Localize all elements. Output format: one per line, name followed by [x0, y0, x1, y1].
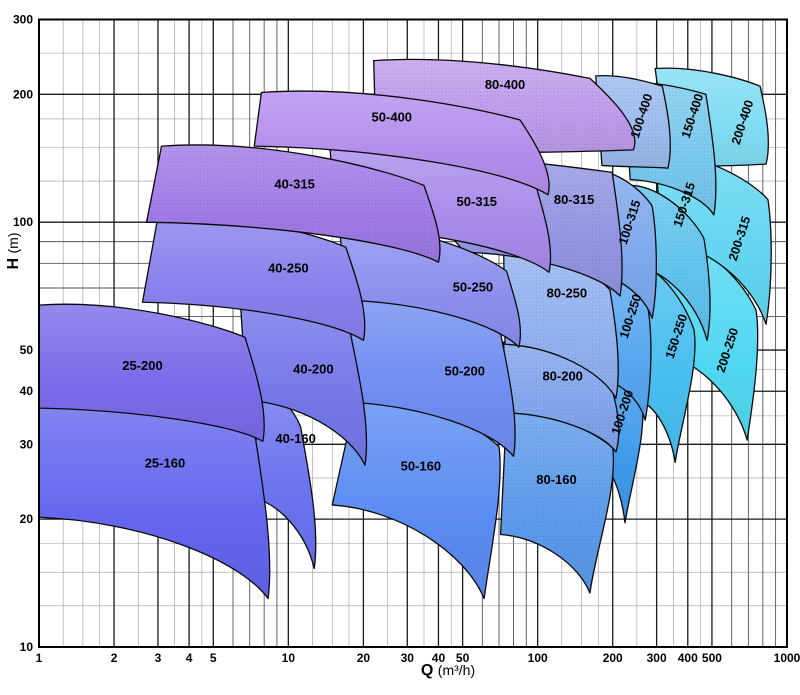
pump-field-25-200 [39, 303, 265, 442]
x-tick-100: 100 [528, 651, 548, 665]
x-tick-1: 1 [36, 651, 43, 665]
x-tick-500: 500 [702, 651, 722, 665]
pump-field-label-40-160: 40-160 [275, 431, 315, 446]
y-tick-100: 100 [13, 215, 33, 229]
y-tick-10: 10 [20, 640, 34, 654]
pump-field-texture-80-160 [500, 411, 614, 594]
pump-field-label-50-315: 50-315 [457, 194, 497, 209]
pump-fields: 200-250200-315200-400150-250150-315150-4… [39, 58, 772, 600]
pump-field-label-40-200: 40-200 [293, 362, 333, 377]
pump-field-label-25-160: 25-160 [145, 456, 185, 471]
x-tick-2: 2 [111, 651, 118, 665]
y-tick-200: 200 [13, 87, 33, 101]
x-axis-title: Q (m³/h) [368, 662, 528, 680]
pump-field-label-50-200: 50-200 [445, 364, 485, 379]
plot-frame [38, 18, 788, 648]
x-tick-50: 50 [456, 651, 470, 665]
pump-field-label-80-250: 80-250 [547, 286, 587, 301]
pump-field-label-80-400: 80-400 [485, 77, 525, 92]
y-tick-300: 300 [13, 13, 33, 27]
x-tick-5: 5 [210, 651, 217, 665]
y-axis-tick-labels: 10 20 30 40 50 100 200 300 [13, 13, 33, 655]
y-tick-50: 50 [20, 343, 34, 357]
pump-field-50-400 [253, 90, 550, 196]
x-tick-300: 300 [647, 651, 667, 665]
x-tick-400: 400 [678, 651, 698, 665]
x-tick-200: 200 [603, 651, 623, 665]
pump-field-texture-80-200 [503, 341, 619, 452]
y-tick-40: 40 [20, 384, 34, 398]
pump-field-label-80-160: 80-160 [536, 472, 576, 487]
pump-field-label-50-400: 50-400 [372, 109, 412, 124]
pump-field-texture-80-250 [503, 245, 619, 399]
x-tick-30: 30 [401, 651, 415, 665]
y-tick-30: 30 [20, 437, 34, 451]
y-axis-symbol: H [5, 257, 22, 270]
pump-field-label-50-250: 50-250 [453, 280, 493, 295]
pump-field-label-40-315: 40-315 [274, 176, 314, 191]
pump-field-label-25-200: 25-200 [122, 358, 162, 373]
y-tick-20: 20 [20, 512, 34, 526]
x-axis-unit: (m³/h) [437, 662, 476, 678]
x-tick-20: 20 [357, 651, 371, 665]
x-tick-3: 3 [155, 651, 162, 665]
x-tick-4: 4 [186, 651, 193, 665]
x-tick-10: 10 [282, 651, 296, 665]
x-tick-40: 40 [432, 651, 446, 665]
pump-field-texture-40-315 [146, 144, 440, 263]
pump-field-label-50-160: 50-160 [401, 458, 441, 473]
pump-field-label-80-200: 80-200 [542, 369, 582, 384]
y-axis-title: H (m) [5, 211, 23, 291]
pump-field-label-80-315: 80-315 [554, 192, 594, 207]
y-axis-unit: (m) [5, 232, 21, 254]
x-tick-1000: 1000 [774, 651, 800, 665]
pump-field-label-40-250: 40-250 [268, 261, 308, 276]
x-axis-symbol: Q [420, 662, 434, 679]
x-axis-tick-labels: 1 2 3 4 5 10 20 30 40 50 100 200 300 400 500 1000 [36, 651, 800, 665]
